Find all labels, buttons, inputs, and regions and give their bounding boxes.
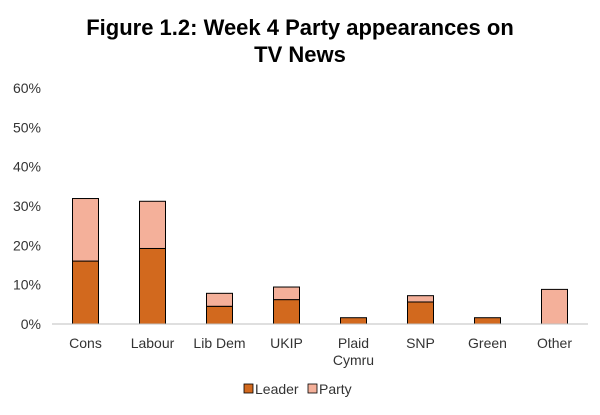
bar-leader-1 xyxy=(139,247,166,325)
x-category-label: Cons xyxy=(69,335,102,351)
x-category-label: Labour xyxy=(131,335,175,351)
chart-title-line-1: Figure 1.2: Week 4 Party appearances on xyxy=(86,15,514,40)
y-tick-label: 0% xyxy=(21,316,41,332)
x-category-label: SNP xyxy=(406,335,435,351)
bar-leader-0 xyxy=(72,260,99,325)
x-category-label: Green xyxy=(468,335,507,351)
legend: Leader Party xyxy=(243,381,352,397)
bar-leader-6 xyxy=(474,317,501,325)
bar-leader-2 xyxy=(206,305,233,325)
x-category-label: Lib Dem xyxy=(193,335,245,351)
y-tick-label: 50% xyxy=(13,119,41,135)
y-tick-label: 20% xyxy=(13,237,41,253)
bar-leader-4 xyxy=(340,317,367,325)
bar-party-1 xyxy=(139,200,166,249)
y-tick-label: 30% xyxy=(13,198,41,214)
x-category-label: Other xyxy=(537,335,572,351)
bar-leader-5 xyxy=(407,301,434,325)
bar-party-0 xyxy=(72,198,99,262)
bar-party-5 xyxy=(407,295,434,303)
bar-leader-3 xyxy=(273,299,300,325)
x-category-label: UKIP xyxy=(270,335,303,351)
chart-title: Figure 1.2: Week 4 Party appearances on … xyxy=(86,15,514,67)
bars xyxy=(72,198,568,325)
legend-label-party: Party xyxy=(319,381,352,397)
y-axis: 0% 10% 20% 30% 40% 50% 60% xyxy=(13,80,41,332)
chart-title-line-2: TV News xyxy=(254,42,346,67)
x-category-label: Plaid xyxy=(338,335,369,351)
bar-party-2 xyxy=(206,292,233,307)
y-tick-label: 60% xyxy=(13,80,41,96)
y-tick-label: 10% xyxy=(13,277,41,293)
x-category-label: Cymru xyxy=(333,352,374,368)
y-tick-label: 40% xyxy=(13,159,41,175)
legend-swatch-leader xyxy=(243,383,254,394)
bar-party-7 xyxy=(541,288,568,325)
legend-swatch-party xyxy=(307,383,318,394)
bar-party-3 xyxy=(273,286,300,301)
legend-label-leader: Leader xyxy=(255,381,299,397)
